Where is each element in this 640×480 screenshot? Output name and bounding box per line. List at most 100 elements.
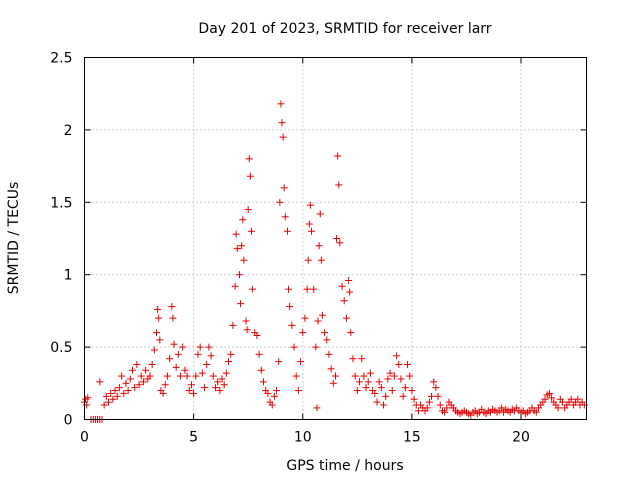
data-point <box>235 271 243 279</box>
x-axis-label: GPS time / hours <box>286 458 403 474</box>
grid-layer <box>84 57 587 420</box>
data-point <box>430 378 438 386</box>
tick-layer: 0 5 10 15 20 0 0.5 1 1.5 2 2.5 <box>50 51 587 446</box>
data-point <box>280 184 288 192</box>
data-point <box>384 375 392 383</box>
data-point <box>105 398 113 406</box>
data-point <box>278 119 286 127</box>
data-point <box>329 379 337 387</box>
data-point <box>201 384 209 392</box>
y-tick-label: 0.5 <box>50 340 72 356</box>
data-point <box>244 206 252 214</box>
data-point <box>305 220 313 228</box>
data-point <box>142 366 150 374</box>
data-point <box>299 329 307 337</box>
data-point <box>249 285 257 293</box>
data-point <box>237 300 245 308</box>
data-point <box>107 389 115 397</box>
data-point <box>294 387 302 395</box>
data-point <box>196 343 204 351</box>
data-point <box>179 343 187 351</box>
data-point <box>216 387 224 395</box>
data-point <box>174 350 182 358</box>
data-point <box>292 372 300 380</box>
data-point <box>259 378 267 386</box>
data-point <box>220 381 228 389</box>
data-point <box>166 355 174 363</box>
data-point <box>307 227 315 235</box>
data-point <box>434 392 442 400</box>
data-point <box>335 181 343 189</box>
data-point <box>558 398 566 406</box>
plot-frame <box>84 57 587 420</box>
data-point <box>159 389 167 397</box>
data-point <box>111 387 119 395</box>
y-axis-label: SRMTID / TECUs <box>6 182 22 295</box>
data-point <box>345 276 353 284</box>
data-point <box>349 355 357 363</box>
data-point <box>356 378 364 386</box>
data-point <box>131 384 139 392</box>
data-point <box>227 350 235 358</box>
data-point <box>340 297 348 305</box>
x-tick-label: 5 <box>189 430 198 446</box>
data-point <box>283 227 291 235</box>
data-point <box>122 379 130 387</box>
data-point <box>129 366 137 374</box>
data-point <box>238 242 246 250</box>
data-point <box>232 230 240 238</box>
data-point <box>333 235 341 242</box>
data-point <box>342 314 350 322</box>
data-point <box>313 404 321 412</box>
data-point <box>306 201 314 209</box>
data-point <box>183 372 191 380</box>
data-point <box>253 332 261 340</box>
data-point <box>318 311 326 319</box>
data-point <box>315 242 323 250</box>
data-point <box>222 369 230 377</box>
data-point <box>285 285 293 293</box>
x-tick-label: 10 <box>294 430 312 446</box>
y-tick-label: 0 <box>64 413 73 429</box>
data-point <box>115 384 123 392</box>
data-point <box>317 256 325 264</box>
data-point <box>281 213 289 221</box>
data-point <box>380 401 388 409</box>
data-point <box>264 389 272 397</box>
data-point <box>441 408 449 416</box>
data-point <box>146 372 154 380</box>
data-point <box>135 381 143 389</box>
data-point <box>148 360 156 368</box>
data-point <box>243 326 251 334</box>
data-point <box>273 387 281 395</box>
data-point <box>169 314 177 322</box>
data-point <box>373 398 381 406</box>
data-point <box>301 314 309 322</box>
data-point <box>153 329 161 337</box>
data-point <box>245 155 253 163</box>
data-point <box>351 372 359 380</box>
data-point <box>218 375 226 383</box>
data-point <box>395 360 403 368</box>
data-point <box>377 384 385 392</box>
data-point <box>323 336 331 344</box>
data-point <box>408 387 416 395</box>
data-point <box>192 372 200 380</box>
data-point <box>338 282 346 290</box>
data-point <box>120 389 128 397</box>
data-point <box>443 404 451 412</box>
data-point <box>277 100 285 108</box>
data-point <box>172 363 180 371</box>
data-point <box>270 392 278 400</box>
data-point <box>286 303 294 311</box>
data-point <box>290 343 298 351</box>
data-point <box>177 372 185 380</box>
data-point <box>181 366 189 374</box>
data-point <box>423 404 431 412</box>
data-point <box>211 384 219 392</box>
data-point <box>314 317 322 325</box>
data-point <box>137 372 145 380</box>
y-tick-label: 1.5 <box>50 195 72 211</box>
data-point <box>399 392 407 400</box>
